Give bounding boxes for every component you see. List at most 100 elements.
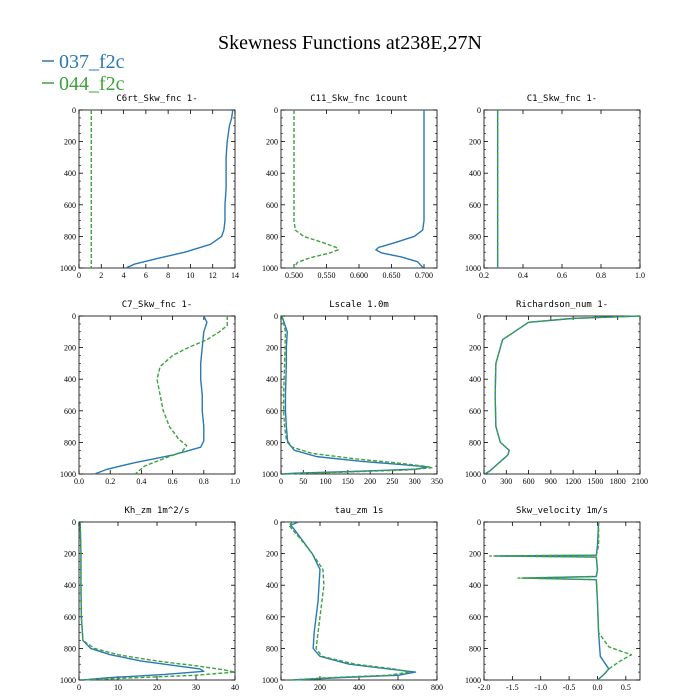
- x-tick-label: -0.5: [563, 683, 576, 692]
- series-line-044_f2c: [293, 110, 339, 269]
- y-tick-label: 600: [266, 201, 278, 210]
- x-tick-label: 10: [186, 271, 194, 280]
- y-tick-label: 600: [266, 407, 278, 416]
- x-tick-label: 1500: [587, 477, 603, 486]
- x-tick-label: 400: [353, 683, 365, 692]
- y-tick-label: 0: [477, 312, 481, 321]
- x-tick-label: 0.700: [415, 271, 433, 280]
- y-tick-label: 400: [469, 375, 481, 384]
- x-tick-label: 1.0: [635, 271, 645, 280]
- series-line-037_f2c: [125, 109, 234, 269]
- x-tick-label: 0.4: [136, 477, 146, 486]
- y-tick-label: 600: [469, 407, 481, 416]
- panel-title: C7_Skw_fnc 1-: [122, 300, 192, 310]
- x-tick-label: 2: [99, 271, 103, 280]
- x-tick-label: 1200: [565, 477, 581, 486]
- series-line-044_f2c: [281, 315, 434, 475]
- plot-frame: [483, 315, 641, 475]
- x-tick-label: 0.650: [383, 271, 401, 280]
- y-tick-label: 0: [477, 106, 481, 115]
- x-tick-label: 0.8: [596, 271, 606, 280]
- series-line-044_f2c: [134, 316, 228, 475]
- y-tick-label: 1000: [60, 676, 76, 685]
- y-tick-label: 0: [72, 106, 76, 115]
- y-tick-label: 400: [469, 581, 481, 590]
- series-line-044_f2c: [288, 521, 411, 681]
- x-tick-label: 6: [144, 271, 148, 280]
- x-tick-label: 8: [166, 271, 170, 280]
- y-tick-label: 800: [266, 232, 278, 241]
- y-tick-label: 1000: [262, 264, 278, 273]
- x-tick-label: 30: [192, 683, 200, 692]
- y-tick-label: 1000: [60, 470, 76, 479]
- plot-frame: [483, 521, 641, 681]
- plot-frame: [280, 109, 438, 269]
- y-tick-label: 400: [266, 581, 278, 590]
- x-tick-label: 0.500: [285, 271, 303, 280]
- legend-label-044: 044_f2c: [59, 73, 125, 95]
- y-tick-label: 200: [469, 550, 481, 559]
- x-tick-label: -2.0: [478, 683, 491, 692]
- x-tick-label: 0: [279, 683, 283, 692]
- y-tick-label: 0: [274, 106, 278, 115]
- x-tick-label: 0.2: [105, 477, 115, 486]
- y-tick-label: 1000: [465, 264, 481, 273]
- x-tick-label: 100: [320, 477, 332, 486]
- x-tick-label: 0: [77, 683, 81, 692]
- y-tick-label: 800: [469, 232, 481, 241]
- panel-title: C6rt_Skw_fnc 1-: [116, 94, 197, 104]
- y-tick-label: 800: [266, 438, 278, 447]
- x-tick-label: 800: [431, 683, 443, 692]
- y-tick-label: 400: [469, 169, 481, 178]
- x-tick-label: 0.0: [592, 683, 602, 692]
- y-tick-label: 800: [64, 438, 76, 447]
- x-tick-label: 1.0: [230, 477, 240, 486]
- y-tick-label: 600: [469, 201, 481, 210]
- y-tick-label: 1000: [60, 264, 76, 273]
- figure-title: Skewness Functions at238E,27N: [218, 32, 482, 54]
- y-tick-label: 800: [469, 644, 481, 653]
- x-tick-label: 4: [122, 271, 126, 280]
- x-tick-label: -1.0: [534, 683, 547, 692]
- y-tick-label: 400: [64, 169, 76, 178]
- panel-title: C11_Skw_fnc 1count: [310, 94, 408, 104]
- x-tick-label: 0: [279, 477, 283, 486]
- x-tick-label: 0: [482, 477, 486, 486]
- x-tick-label: 250: [386, 477, 398, 486]
- y-tick-label: 0: [274, 518, 278, 527]
- panel-title: Richardson_num 1-: [516, 300, 608, 310]
- y-tick-label: 200: [64, 550, 76, 559]
- x-tick-label: 0.6: [168, 477, 178, 486]
- x-tick-label: 50: [299, 477, 307, 486]
- x-tick-label: 0.8: [199, 477, 209, 486]
- x-tick-label: 600: [392, 683, 404, 692]
- panel-9: Skw_velocity 1m/s 0 200 400 600 800 1000-2.0 -1…: [465, 506, 641, 692]
- y-tick-label: 200: [64, 138, 76, 147]
- y-tick-label: 400: [64, 581, 76, 590]
- x-tick-label: 150: [342, 477, 354, 486]
- series-line-044_f2c: [488, 522, 633, 681]
- x-tick-label: 20: [153, 683, 161, 692]
- plot-frame: [483, 109, 641, 269]
- series-line-037_f2c: [79, 521, 205, 681]
- y-tick-label: 800: [469, 438, 481, 447]
- y-tick-label: 600: [64, 201, 76, 210]
- series-line-037_f2c: [484, 315, 641, 475]
- panel-title: Kh_zm 1m^2/s: [124, 506, 189, 516]
- x-tick-label: 600: [523, 477, 535, 486]
- legend: 037_f2c 044_f2c: [42, 51, 125, 95]
- plot-frame: [78, 521, 236, 681]
- legend-label-037: 037_f2c: [59, 51, 125, 73]
- panel-title: C1_Skw_fnc 1-: [527, 94, 597, 104]
- y-tick-label: 200: [469, 344, 481, 353]
- y-tick-label: 800: [64, 644, 76, 653]
- y-tick-label: 400: [266, 375, 278, 384]
- y-tick-label: 1000: [465, 470, 481, 479]
- x-tick-label: 200: [364, 477, 376, 486]
